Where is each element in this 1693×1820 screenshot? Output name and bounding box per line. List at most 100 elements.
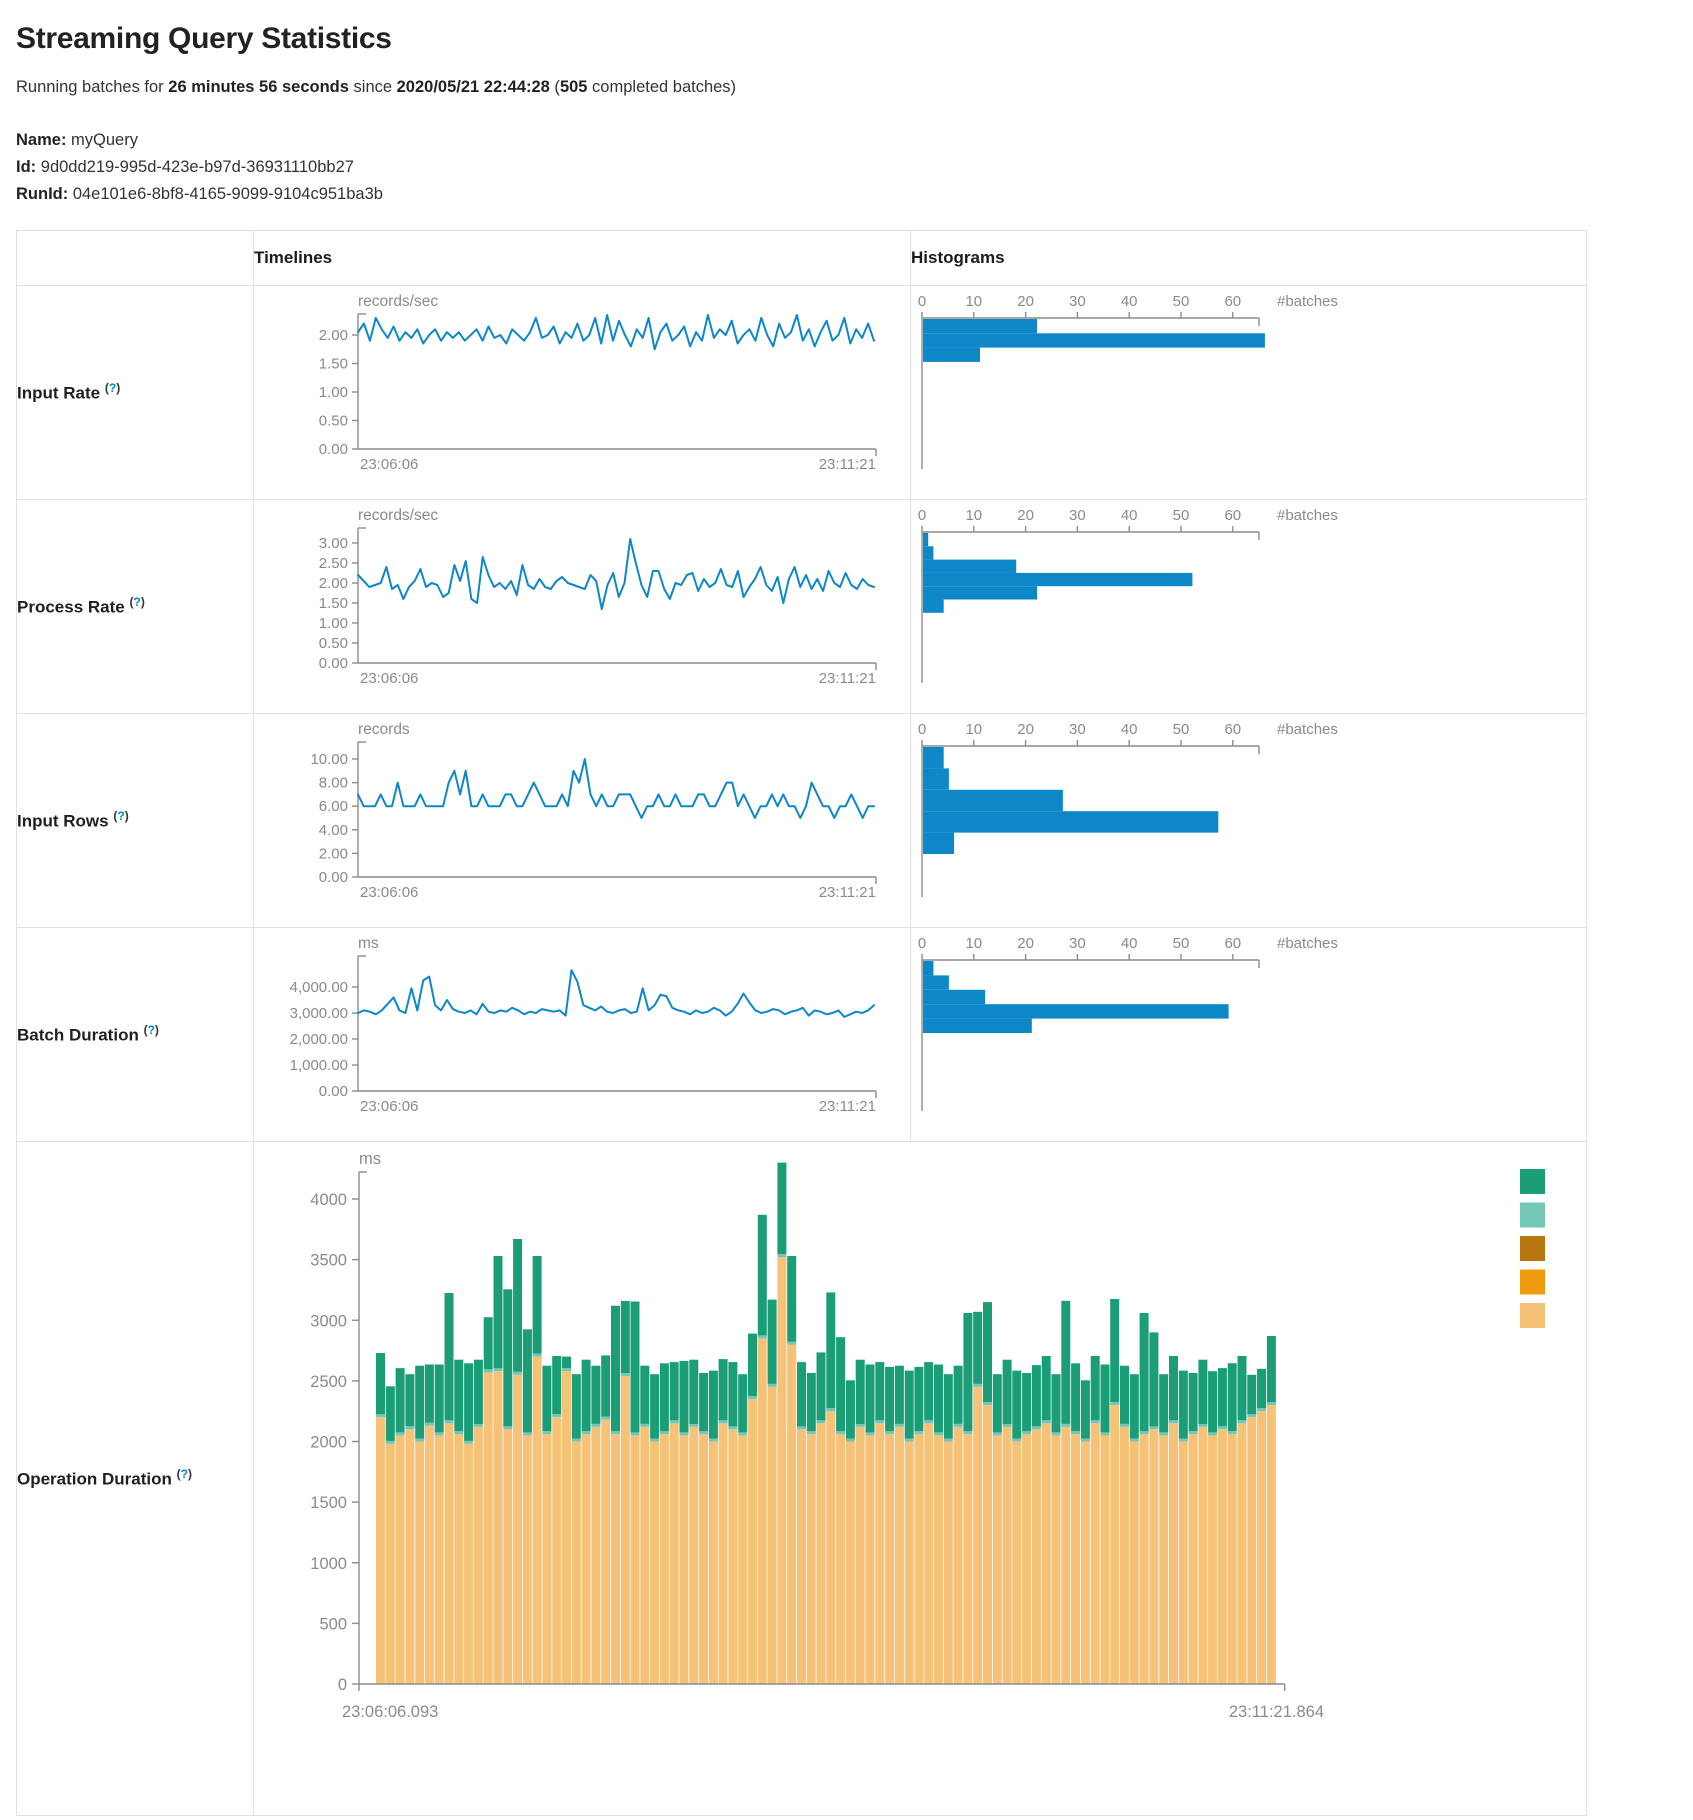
help-icon[interactable]: (?)	[129, 595, 145, 610]
row-label-operation-duration: Operation Duration (?)	[16, 1141, 254, 1816]
axis-label: 2,000.00	[290, 1031, 348, 1048]
help-icon[interactable]: (?)	[176, 1467, 192, 1482]
query-id-line: Id: 9d0dd219-995d-423e-b97d-36931110bb27	[16, 154, 1677, 181]
axis-label: 0	[918, 935, 926, 952]
op-bar-segment-light-teal	[973, 1383, 983, 1387]
axis-label: 23:11:21	[819, 670, 876, 687]
query-runid-line: RunId: 04e101e6-8bf8-4165-9099-9104c951b…	[16, 181, 1677, 208]
op-bar-segment-tan	[640, 1426, 650, 1684]
axis-label: 23:06:06	[360, 1098, 418, 1115]
op-bar-segment-light-teal	[532, 1353, 542, 1357]
op-bar-segment-light-teal	[611, 1431, 620, 1435]
axis-label: 20	[1017, 935, 1034, 952]
op-bar-segment-teal	[748, 1333, 757, 1396]
op-bar-segment-light-teal	[1002, 1423, 1012, 1427]
op-bar-segment-teal	[1129, 1374, 1139, 1439]
process-rate-hist-bar	[923, 586, 1037, 600]
op-bar-segment-tan	[385, 1443, 395, 1684]
op-bar-segment-tan	[1178, 1441, 1188, 1684]
process-rate-timeline-chart: records/sec 0.00 0.50 1.00 1.50 2.00 2.50 3.00 2…	[253, 499, 911, 714]
op-bar-segment-tan	[1110, 1405, 1120, 1684]
axis-label: 23:06:06	[360, 456, 418, 473]
op-bar-segment-teal	[434, 1364, 444, 1433]
input-rows-label: Input Rows	[17, 811, 109, 831]
op-bar-segment-light-teal	[875, 1420, 885, 1424]
input-rate-hist-bar	[923, 319, 1037, 334]
op-bar-segment-light-teal	[718, 1420, 728, 1424]
axis-label: 30	[1069, 293, 1086, 310]
op-bar-segment-teal	[1012, 1370, 1022, 1439]
subtitle-count: 505	[559, 78, 588, 96]
op-bar-segment-light-teal	[552, 1414, 562, 1418]
op-bar-segment-light-teal	[963, 1431, 973, 1435]
help-icon[interactable]: (?)	[113, 809, 129, 824]
op-bar-segment-light-teal	[748, 1396, 757, 1399]
op-bar-segment-teal	[767, 1299, 777, 1384]
op-bar-segment-light-teal	[454, 1431, 464, 1435]
axis-label: 10	[965, 507, 982, 524]
axis-label: 30	[1069, 507, 1086, 524]
operation-duration-label: Operation Duration	[17, 1469, 172, 1489]
legend-swatch-orange	[1520, 1269, 1545, 1295]
page-subtitle: Running batches for 26 minutes 56 second…	[16, 78, 1677, 97]
op-bar-segment-teal	[405, 1374, 415, 1427]
axis-label: 0.00	[319, 869, 348, 886]
op-bar-segment-teal	[444, 1293, 454, 1421]
process-rate-label: Process Rate	[17, 597, 125, 617]
process-rate-hist-bar	[923, 546, 934, 560]
op-bar-segment-tan	[865, 1435, 875, 1684]
process-rate-histogram-chart: 0 10 20 30 40 50 60 #batches	[910, 499, 1587, 714]
op-bar-segment-tan	[826, 1411, 836, 1684]
op-bar-segment-teal	[1031, 1365, 1041, 1427]
input-rows-histogram-chart: 0 10 20 30 40 50 60 #batches	[910, 713, 1587, 928]
op-bar-segment-light-teal	[1257, 1408, 1267, 1412]
op-bar-segment-tan	[1071, 1434, 1081, 1684]
help-icon[interactable]: (?)	[143, 1023, 159, 1038]
op-bar-segment-teal	[875, 1362, 885, 1421]
op-bar-segment-teal	[669, 1362, 679, 1421]
op-bar-segment-light-teal	[865, 1432, 875, 1436]
op-bar-segment-light-teal	[894, 1423, 904, 1427]
process-rate-hist-bar	[923, 533, 929, 547]
op-bar-segment-teal	[630, 1301, 640, 1433]
axis-label: 40	[1121, 935, 1138, 952]
subtitle-mid: since	[348, 78, 397, 96]
op-bar-segment-tan	[708, 1441, 718, 1684]
op-bar-segment-teal	[395, 1368, 405, 1433]
op-bar-segment-teal	[1090, 1356, 1100, 1421]
axis-label: 20	[1017, 293, 1034, 310]
op-bar-segment-light-teal	[1031, 1426, 1041, 1430]
subtitle-suffix: completed batches)	[587, 78, 737, 96]
op-bar-segment-teal	[1051, 1374, 1061, 1433]
op-bar-segment-tan	[845, 1441, 855, 1684]
op-bar-segment-light-teal	[444, 1420, 454, 1424]
subtitle-datetime: 2020/05/21 22:44:28	[396, 78, 550, 96]
help-icon[interactable]: (?)	[104, 381, 121, 396]
input-rate-label: Input Rate	[17, 383, 101, 403]
op-bar-segment-light-teal	[767, 1383, 777, 1387]
axis-label: records	[358, 721, 410, 738]
axis-label: 3,000.00	[290, 1005, 348, 1022]
input-rate-timeline-chart: records/sec 0.00 0.50 1.00 1.50 2.00 23:06:06 2…	[253, 285, 911, 500]
op-bar-segment-teal	[1061, 1300, 1071, 1424]
axis-label: #batches	[1277, 293, 1338, 310]
axis-label: 4.00	[319, 822, 348, 839]
op-bar-segment-teal	[718, 1359, 728, 1421]
op-bar-segment-teal	[689, 1359, 699, 1424]
query-runid-value: 04e101e6-8bf8-4165-9099-9104c951ba3b	[72, 185, 383, 203]
op-bar-segment-light-teal	[806, 1431, 816, 1435]
op-bar-segment-teal	[777, 1162, 787, 1255]
query-name-label: Name:	[16, 131, 67, 149]
op-bar-segment-teal	[611, 1305, 620, 1432]
legend-swatch-light-teal	[1520, 1202, 1545, 1228]
op-bar-segment-tan	[1149, 1429, 1159, 1684]
op-bar-segment-light-teal	[601, 1416, 611, 1420]
op-bar-segment-light-teal	[1051, 1432, 1061, 1436]
batch-duration-label: Batch Duration	[17, 1025, 139, 1045]
batch-duration-hist-bar	[923, 961, 934, 976]
axis-label: 0.00	[319, 1083, 348, 1100]
op-bar-segment-teal	[787, 1256, 797, 1342]
op-bar-segment-tan	[611, 1434, 620, 1684]
op-bar-segment-tan	[992, 1435, 1002, 1684]
op-bar-segment-light-teal	[483, 1369, 493, 1373]
